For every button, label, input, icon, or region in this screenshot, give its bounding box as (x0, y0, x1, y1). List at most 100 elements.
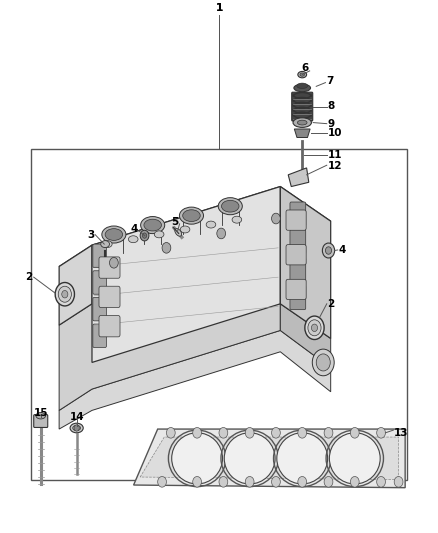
Ellipse shape (294, 84, 311, 92)
Text: 1: 1 (215, 3, 223, 13)
Polygon shape (280, 304, 331, 368)
Text: 12: 12 (328, 161, 342, 171)
FancyBboxPatch shape (290, 230, 306, 254)
Circle shape (245, 427, 254, 438)
Circle shape (298, 427, 307, 438)
Ellipse shape (329, 433, 380, 484)
Circle shape (377, 477, 385, 487)
Ellipse shape (172, 433, 223, 484)
Polygon shape (92, 187, 280, 362)
Text: 13: 13 (394, 428, 409, 438)
Ellipse shape (180, 207, 204, 224)
Circle shape (140, 230, 149, 241)
Text: 2: 2 (25, 272, 33, 282)
Ellipse shape (293, 118, 311, 127)
Circle shape (272, 427, 280, 438)
Polygon shape (294, 129, 310, 138)
FancyBboxPatch shape (290, 202, 306, 227)
FancyBboxPatch shape (290, 285, 306, 310)
Ellipse shape (154, 231, 164, 238)
Polygon shape (280, 187, 331, 338)
Circle shape (55, 282, 74, 306)
Polygon shape (288, 168, 309, 187)
Ellipse shape (300, 73, 304, 76)
Text: 14: 14 (69, 412, 84, 422)
FancyBboxPatch shape (99, 257, 120, 278)
Circle shape (110, 257, 118, 268)
Ellipse shape (70, 423, 83, 433)
Circle shape (272, 213, 280, 224)
FancyBboxPatch shape (286, 279, 306, 300)
Text: 10: 10 (328, 128, 342, 138)
Circle shape (193, 477, 201, 487)
Text: 1: 1 (215, 3, 223, 13)
Text: 9: 9 (328, 119, 335, 128)
Text: 3: 3 (87, 230, 94, 239)
Ellipse shape (277, 433, 328, 484)
Circle shape (166, 427, 175, 438)
FancyBboxPatch shape (99, 286, 120, 308)
Polygon shape (140, 437, 399, 480)
Ellipse shape (218, 198, 242, 215)
Text: 4: 4 (131, 224, 138, 234)
FancyBboxPatch shape (292, 92, 313, 121)
Circle shape (308, 320, 321, 336)
Circle shape (350, 477, 359, 487)
Circle shape (377, 427, 385, 438)
Text: 15: 15 (33, 408, 48, 418)
Ellipse shape (102, 226, 126, 243)
Ellipse shape (73, 425, 81, 431)
Text: 6: 6 (301, 63, 309, 73)
Circle shape (324, 477, 333, 487)
Circle shape (142, 233, 147, 238)
Polygon shape (59, 304, 280, 410)
Circle shape (219, 427, 228, 438)
Circle shape (158, 477, 166, 487)
Circle shape (245, 477, 254, 487)
Ellipse shape (175, 229, 182, 236)
Circle shape (298, 477, 307, 487)
Circle shape (219, 477, 228, 487)
Bar (31, 149, 407, 480)
Circle shape (217, 228, 226, 239)
Polygon shape (59, 245, 92, 325)
Text: 2: 2 (328, 299, 335, 309)
FancyBboxPatch shape (34, 415, 48, 427)
Ellipse shape (232, 216, 242, 223)
Ellipse shape (36, 413, 46, 419)
Circle shape (316, 354, 330, 371)
Circle shape (272, 477, 280, 487)
Circle shape (350, 427, 359, 438)
Circle shape (193, 427, 201, 438)
Text: 4: 4 (339, 245, 346, 255)
Circle shape (312, 349, 334, 376)
Ellipse shape (101, 241, 110, 247)
FancyBboxPatch shape (286, 210, 306, 230)
Circle shape (58, 286, 71, 302)
FancyBboxPatch shape (93, 271, 106, 294)
FancyBboxPatch shape (99, 316, 120, 337)
Ellipse shape (224, 433, 275, 484)
FancyBboxPatch shape (286, 245, 306, 265)
Circle shape (325, 247, 332, 254)
FancyBboxPatch shape (93, 297, 106, 321)
Ellipse shape (297, 120, 307, 125)
Ellipse shape (183, 210, 200, 222)
Ellipse shape (297, 83, 307, 88)
Circle shape (74, 425, 79, 431)
Text: 11: 11 (328, 150, 342, 159)
Polygon shape (134, 429, 405, 488)
Polygon shape (59, 187, 331, 266)
FancyBboxPatch shape (290, 257, 306, 282)
Polygon shape (59, 330, 331, 429)
FancyBboxPatch shape (93, 324, 106, 348)
Circle shape (62, 290, 68, 298)
Text: 5: 5 (171, 217, 179, 227)
Circle shape (305, 316, 324, 340)
FancyBboxPatch shape (93, 244, 106, 268)
Ellipse shape (180, 226, 190, 233)
Circle shape (162, 243, 171, 253)
Ellipse shape (144, 219, 162, 231)
Circle shape (322, 243, 335, 258)
Ellipse shape (222, 200, 239, 212)
